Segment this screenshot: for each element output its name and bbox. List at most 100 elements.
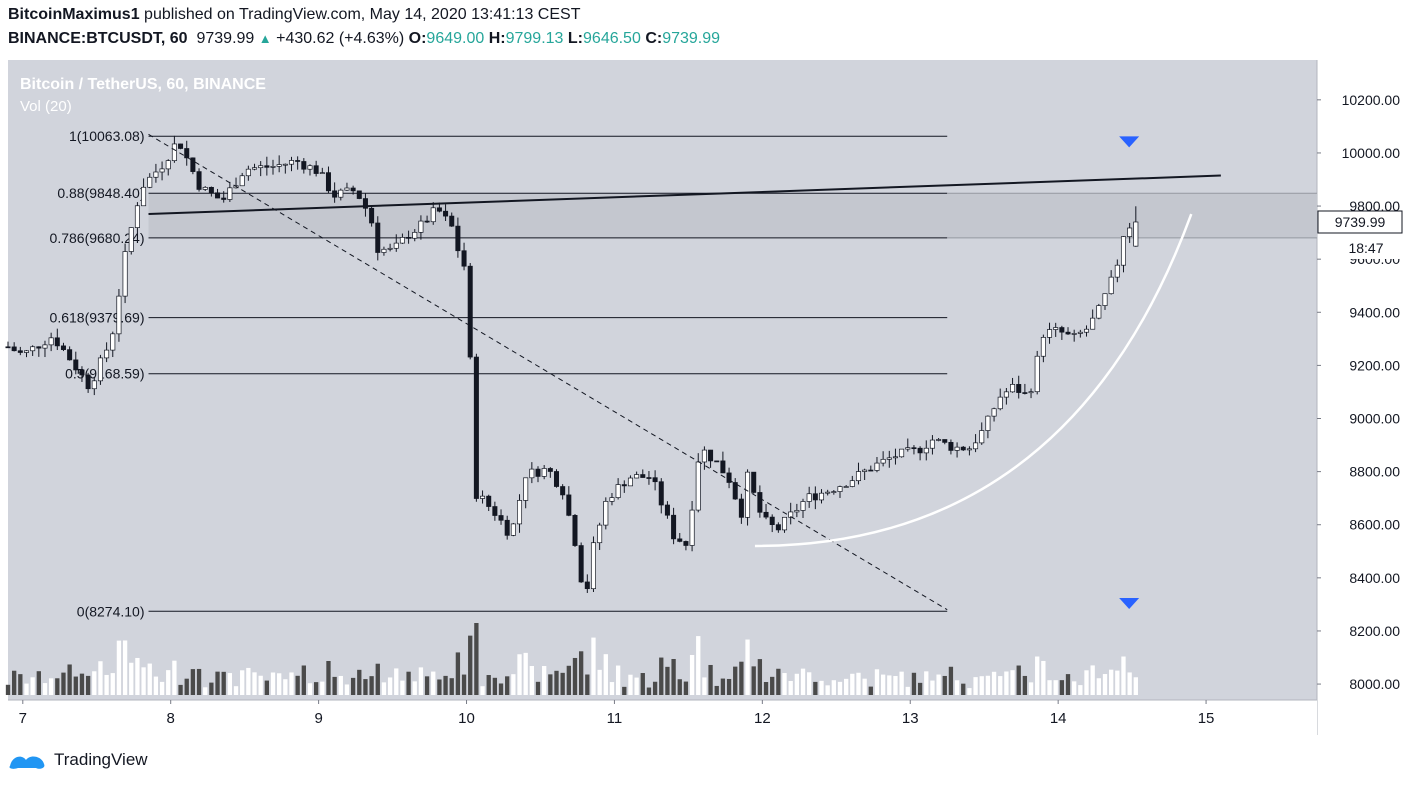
- fib-level-label: 0.5(9168.59): [65, 366, 144, 382]
- volume-bar: [714, 685, 719, 695]
- candle-down: [67, 349, 73, 361]
- fib-level-label: 0.786(9680.24): [50, 230, 145, 246]
- volume-bar: [856, 672, 861, 695]
- candle-up: [430, 207, 436, 223]
- candle-down: [757, 492, 763, 513]
- parabolic-support-curve[interactable]: [754, 213, 1193, 548]
- volume-bar: [326, 660, 331, 695]
- volume-bar: [498, 683, 504, 695]
- volume-legend: Vol (20): [20, 98, 72, 115]
- volume-bar: [92, 671, 97, 695]
- candle-up: [319, 172, 325, 174]
- volume-bar: [702, 677, 707, 695]
- candle-up: [627, 477, 633, 487]
- volume-bar: [135, 657, 140, 695]
- volume-bar: [652, 681, 658, 695]
- volume-bar: [659, 657, 664, 695]
- volume-bar: [665, 666, 670, 695]
- candle-down: [960, 446, 966, 451]
- candle-up: [1047, 329, 1053, 338]
- price-tick-label: 10000.00: [1342, 145, 1401, 161]
- volume-bar: [967, 688, 972, 695]
- volume-bar: [720, 678, 726, 695]
- candle-down: [424, 220, 430, 223]
- low-value: 9646.50: [583, 30, 641, 47]
- volume-bar: [948, 666, 954, 695]
- candle-up: [412, 231, 418, 239]
- candle-up: [782, 516, 788, 531]
- candle-up: [597, 524, 603, 544]
- tradingview-footer[interactable]: TradingView: [8, 748, 148, 772]
- volume-bar: [233, 686, 239, 695]
- time-tick-label: 13: [902, 710, 919, 727]
- volume-bar: [116, 640, 122, 695]
- volume-bar: [307, 683, 313, 695]
- volume-bar: [431, 671, 436, 695]
- candle-up: [1034, 355, 1040, 393]
- candle-down: [1022, 392, 1028, 394]
- volume-bar: [332, 676, 337, 695]
- tradingview-brand: TradingView: [54, 750, 148, 769]
- volume-bar: [24, 683, 29, 695]
- candle-up: [42, 344, 48, 349]
- price-tick-label: 9800.00: [1349, 198, 1400, 214]
- candle-up: [862, 469, 868, 472]
- volume-bar: [85, 675, 91, 695]
- volume-bar: [628, 674, 633, 695]
- candle-down: [208, 186, 214, 194]
- time-tick-label: 9: [314, 710, 322, 727]
- volume-bar: [566, 665, 571, 695]
- price-axis-panel: [1317, 60, 1406, 735]
- candle-up: [634, 474, 640, 479]
- volume-bar: [622, 686, 627, 695]
- volume-bar: [591, 637, 596, 695]
- volume-bar: [788, 680, 793, 695]
- candle-up: [387, 247, 393, 250]
- volume-bar: [831, 680, 836, 695]
- author-name[interactable]: BitcoinMaximus1: [8, 6, 140, 23]
- volume-bar: [480, 686, 485, 695]
- candle-down: [264, 165, 270, 168]
- time-tick-label: 8: [167, 710, 175, 727]
- candle-up: [104, 349, 110, 359]
- candle-down: [621, 484, 627, 487]
- candle-up: [523, 477, 529, 501]
- descending-diagonal-trendline[interactable]: [148, 133, 948, 611]
- close-value: 9739.99: [662, 30, 721, 47]
- candle-up: [1096, 305, 1102, 319]
- candle-up: [1003, 391, 1009, 398]
- volume-bar: [129, 662, 134, 695]
- candle-down: [498, 515, 504, 521]
- ascending-resistance-trendline[interactable]: [148, 174, 1221, 216]
- volume-bar: [5, 684, 11, 695]
- candle-up: [307, 165, 313, 170]
- candle-up: [1053, 327, 1059, 330]
- volume-bar: [61, 672, 66, 695]
- down-arrow-marker-icon: [1119, 136, 1140, 148]
- candle-up: [1077, 331, 1083, 334]
- volume-bar: [166, 670, 171, 695]
- fib-level-label: 0(8274.10): [77, 603, 145, 619]
- time-tick-label: 14: [1050, 710, 1067, 727]
- candle-down: [547, 468, 553, 472]
- down-arrow-marker-icon: [1119, 598, 1140, 609]
- price-tick-label: 8000.00: [1349, 676, 1400, 692]
- candle-down: [769, 516, 775, 526]
- volume-bar: [745, 639, 750, 695]
- volume-bar: [578, 651, 584, 695]
- publish-line: BitcoinMaximus1 published on TradingView…: [8, 6, 580, 24]
- volume-bar: [159, 681, 165, 695]
- volume-bar: [184, 678, 189, 695]
- price-tick-label: 8600.00: [1349, 517, 1400, 533]
- candle-up: [985, 415, 991, 431]
- candle-down: [301, 161, 307, 170]
- volume-bar: [141, 667, 146, 695]
- volume-bar: [733, 666, 738, 695]
- volume-bar: [252, 672, 257, 695]
- candle-up: [843, 486, 849, 488]
- trendlines[interactable]: [148, 133, 1221, 611]
- volume-bar: [153, 676, 159, 695]
- candle-up: [899, 448, 905, 458]
- candle-up: [1120, 236, 1126, 266]
